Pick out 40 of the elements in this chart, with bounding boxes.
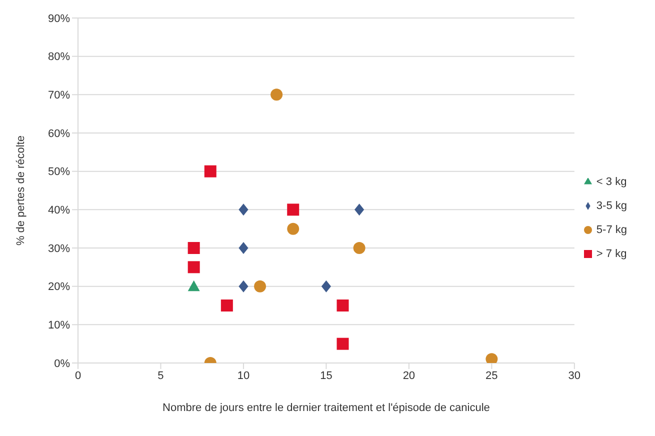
x-tick-label: 20	[402, 370, 416, 382]
point	[270, 88, 283, 101]
point	[287, 204, 300, 216]
point	[238, 280, 248, 292]
point	[188, 280, 200, 292]
y-tick-label: 80%	[48, 51, 70, 64]
point	[353, 242, 366, 254]
x-tick-label: 15	[320, 370, 332, 382]
point	[220, 300, 233, 312]
point	[238, 204, 248, 216]
x-tick-label: 30	[568, 370, 581, 382]
point	[188, 261, 200, 274]
point	[188, 242, 200, 254]
point	[204, 165, 216, 178]
point	[336, 338, 349, 350]
x-tick-label: 25	[486, 370, 498, 382]
x-tick-label: 5	[158, 370, 164, 382]
x-axis-title: Nombre de jours entre le dernier traitement et l'épisode de canicule	[162, 402, 490, 414]
legend-label: 5-7 kg	[596, 224, 627, 236]
point	[354, 204, 364, 216]
y-tick-label: 0%	[54, 358, 70, 370]
y-tick-label: 60%	[48, 128, 70, 140]
point	[254, 280, 266, 292]
x-tick-label: 10	[237, 370, 250, 382]
y-tick-label: 20%	[48, 281, 70, 294]
point	[238, 242, 248, 254]
x-tick-label: 0	[74, 370, 82, 382]
point	[336, 300, 349, 312]
legend-label: < 3 kg	[596, 176, 627, 188]
y-tick-label: 70%	[48, 90, 70, 102]
legend-label: 3-5 kg	[596, 200, 627, 212]
point	[287, 222, 300, 235]
y-tick-label: 40%	[48, 204, 70, 217]
y-tick-label: 50%	[48, 166, 70, 178]
y-axis-title: % de pertes de récolte	[14, 135, 27, 246]
y-tick-label: 30%	[48, 242, 70, 255]
y-tick-label: 10%	[48, 320, 70, 332]
point	[321, 280, 332, 292]
y-tick-label: 90%	[48, 12, 70, 25]
legend-label: > 7 kg	[596, 248, 627, 260]
